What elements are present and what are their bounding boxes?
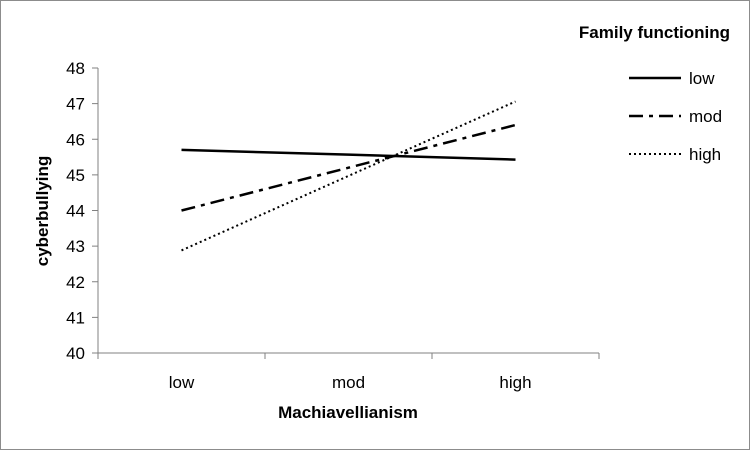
y-tick-label: 46 — [66, 130, 85, 149]
series-line-low — [181, 148, 516, 161]
y-axis-title: cyberbullying — [33, 156, 52, 267]
y-tick-label: 40 — [66, 344, 85, 363]
legend-title: Family functioning — [579, 23, 730, 42]
legend-label-low: low — [689, 69, 715, 88]
y-tick-label: 45 — [66, 166, 85, 185]
y-tick-label: 43 — [66, 237, 85, 256]
legend-label-mod: mod — [689, 107, 722, 126]
x-tick-label: low — [169, 373, 195, 392]
y-tick-label: 48 — [66, 59, 85, 78]
legend-label-high: high — [689, 145, 721, 164]
x-axis-title: Machiavellianism — [278, 403, 418, 422]
y-tick-label: 41 — [66, 308, 85, 327]
series-lines — [181, 100, 516, 252]
y-tick-labels: 40 41 42 43 44 45 46 47 48 — [66, 59, 98, 363]
y-tick-label: 42 — [66, 273, 85, 292]
x-tick-label: high — [499, 373, 531, 392]
y-tick-label: 47 — [66, 95, 85, 114]
legend: low mod high — [629, 69, 722, 164]
x-tick-labels: low mod high — [97, 353, 600, 392]
axes — [97, 68, 599, 354]
series-line-high — [181, 100, 516, 252]
x-tick-label: mod — [332, 373, 365, 392]
y-tick-label: 44 — [66, 202, 85, 221]
series-line-mod — [181, 123, 516, 212]
